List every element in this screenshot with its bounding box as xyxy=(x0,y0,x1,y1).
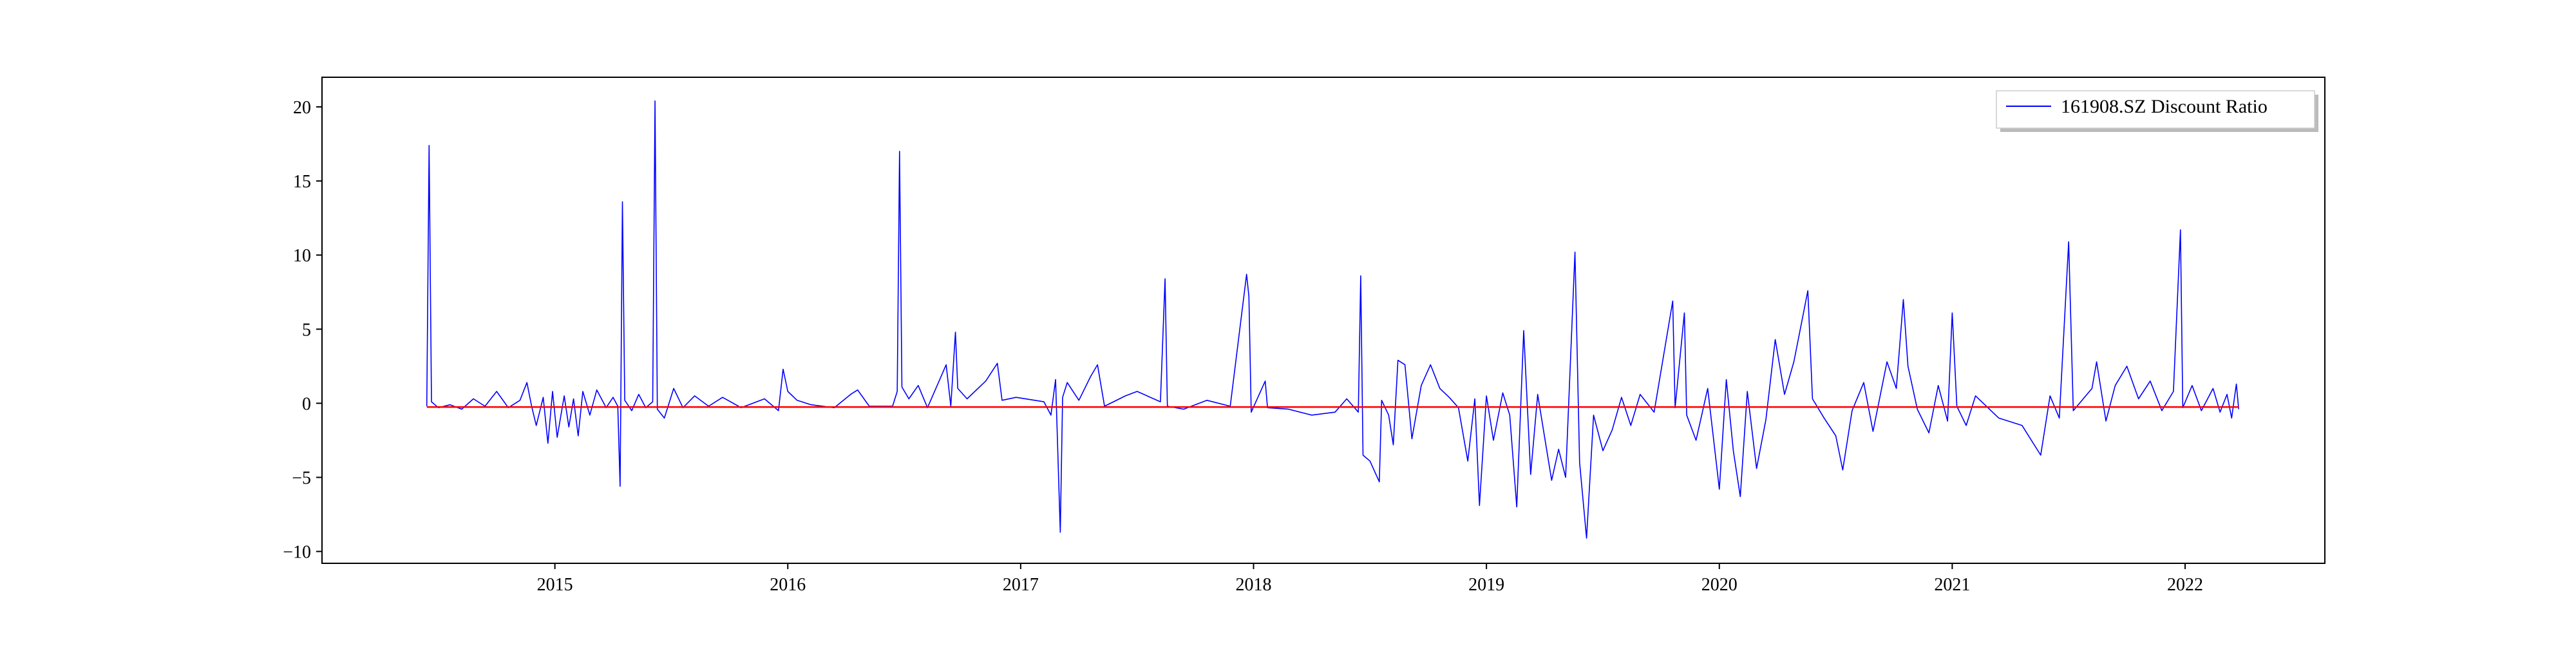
y-axis: −10 −5 0 5 10 15 20 xyxy=(283,98,322,563)
x-tick-label: 2015 xyxy=(537,575,573,595)
x-axis: 2015 2016 2017 2018 2019 2020 2021 2022 xyxy=(537,563,2203,595)
x-tick-label: 2020 xyxy=(1701,575,1738,595)
y-tick-label: 5 xyxy=(302,320,311,340)
x-tick-label: 2021 xyxy=(1934,575,1970,595)
y-tick-label: 10 xyxy=(293,246,311,266)
x-tick-label: 2019 xyxy=(1468,575,1504,595)
y-tick-label: 0 xyxy=(302,394,311,414)
plot-area xyxy=(321,77,2325,564)
legend: 161908.SZ Discount Ratio xyxy=(1996,90,2318,132)
x-tick-label: 2016 xyxy=(770,575,806,595)
series-layer xyxy=(426,100,2239,539)
y-tick-label: −10 xyxy=(283,543,311,563)
x-tick-label: 2018 xyxy=(1236,575,1272,595)
x-tick-label: 2017 xyxy=(1003,575,1039,595)
series-discount-ratio-line xyxy=(426,100,2239,539)
y-tick-label: 15 xyxy=(293,172,311,192)
legend-box xyxy=(1996,90,2315,129)
x-tick-label: 2022 xyxy=(2167,575,2203,595)
y-tick-label: 20 xyxy=(293,98,311,118)
legend-entry-label: 161908.SZ Discount Ratio xyxy=(2061,96,2268,117)
y-tick-label: −5 xyxy=(292,468,311,488)
